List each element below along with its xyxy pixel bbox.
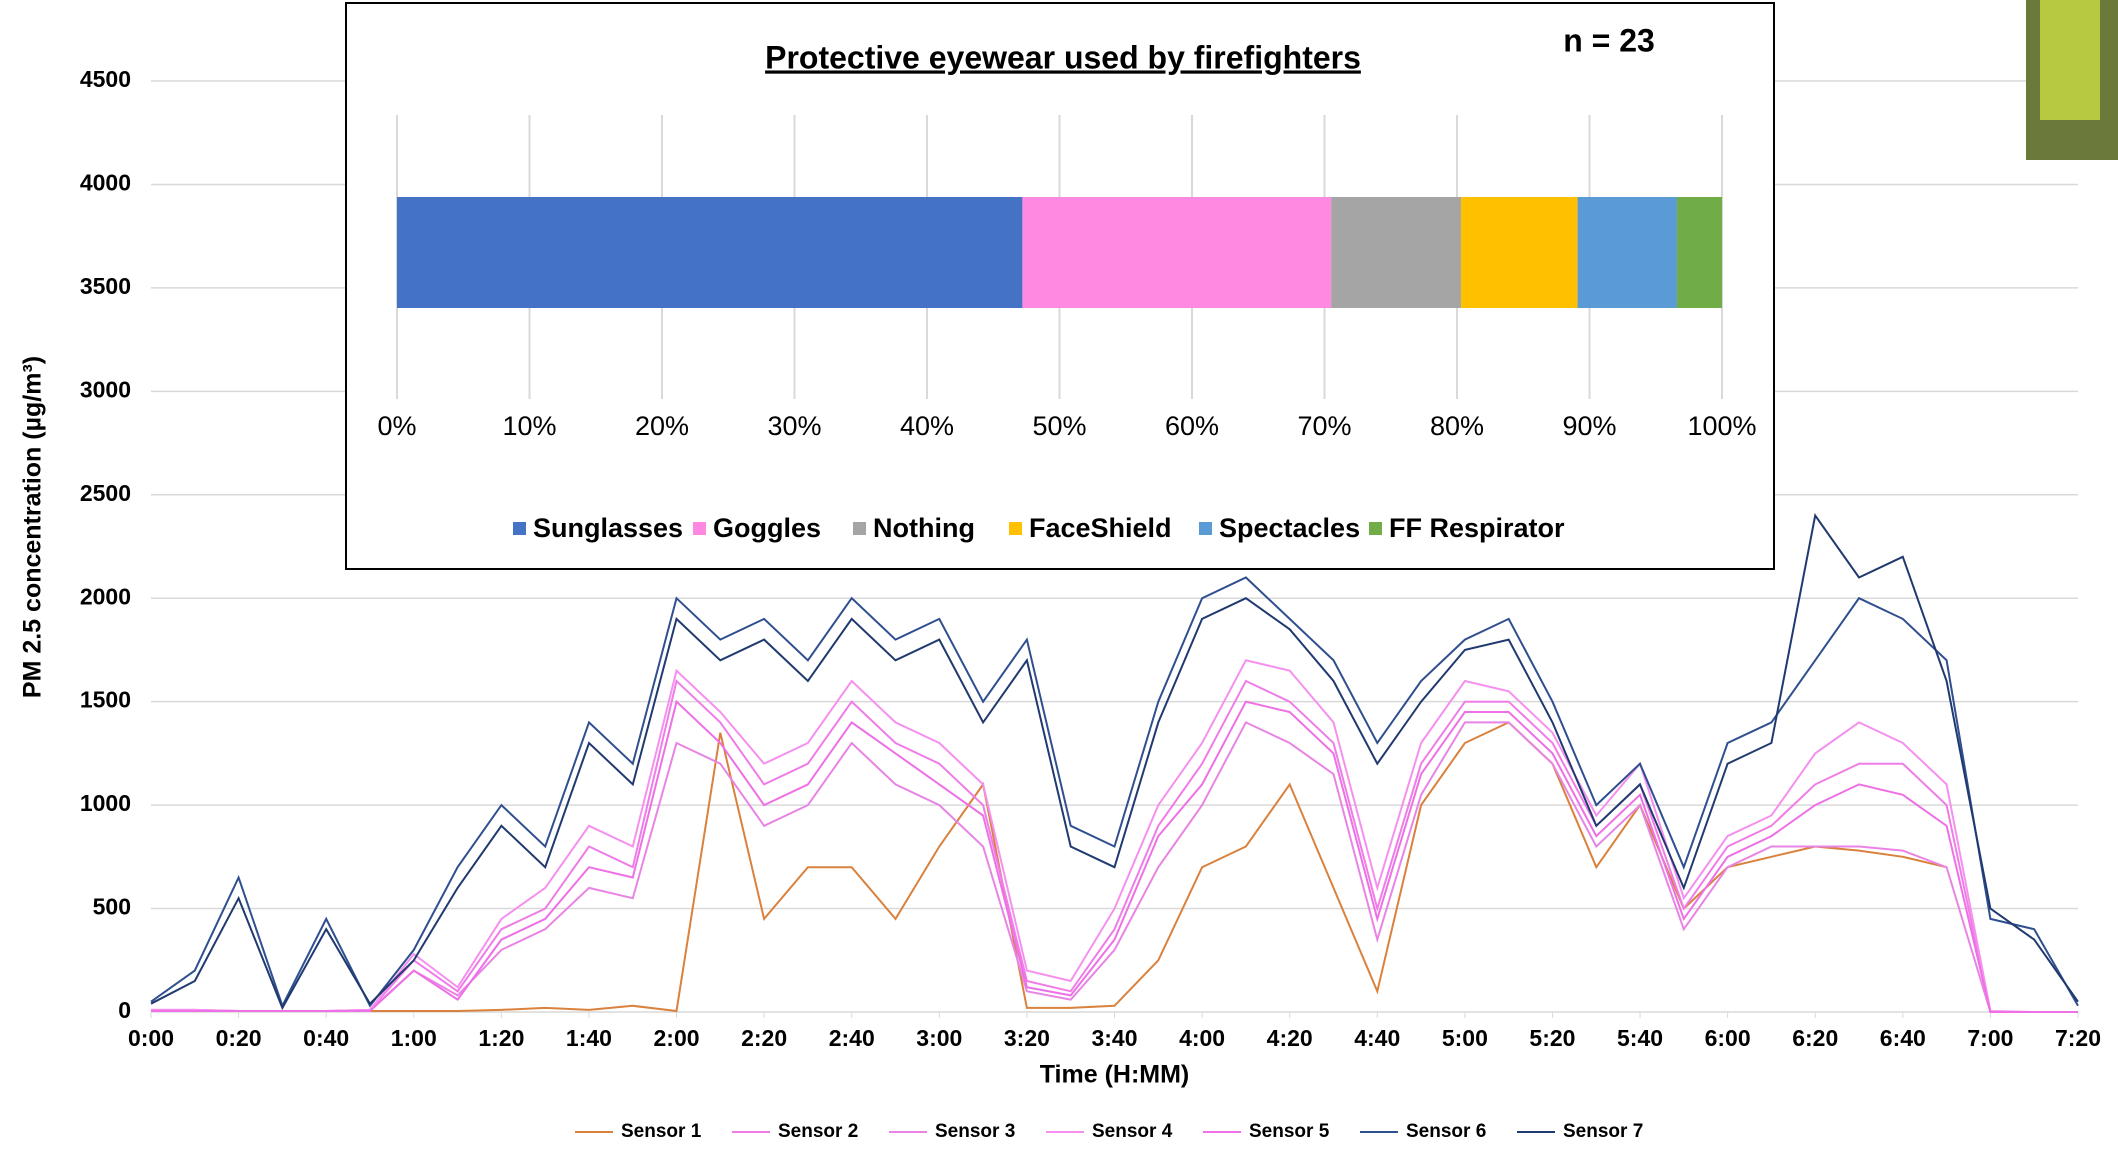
legend-swatch <box>1009 522 1022 535</box>
x-tick-label: 3:00 <box>916 1025 962 1051</box>
inset-chart: Protective eyewear used by firefighters … <box>345 2 1775 570</box>
bar-segment <box>1460 197 1578 308</box>
x-tick-label: 60% <box>1165 411 1219 441</box>
x-tick-label: 5:40 <box>1617 1025 1663 1051</box>
x-tick-label: 70% <box>1297 411 1351 441</box>
x-tick-label: 4:40 <box>1354 1025 1400 1051</box>
legend-label: Sensor 6 <box>1406 1121 1486 1142</box>
x-tick-label: 6:20 <box>1792 1025 1838 1051</box>
x-tick-label: 3:20 <box>1004 1025 1050 1051</box>
series-line <box>150 576 2079 1009</box>
legend-label: Sensor 2 <box>778 1121 858 1142</box>
y-tick-label: 500 <box>93 894 131 920</box>
series-line <box>151 699 2078 1013</box>
x-tick-label: 0:00 <box>128 1025 174 1051</box>
legend-label: Sensor 1 <box>621 1121 702 1142</box>
legend-label: Spectacles <box>1219 513 1360 543</box>
x-tick-label: 0:40 <box>303 1025 349 1051</box>
series-line <box>151 659 2078 1013</box>
x-tick-label: 7:00 <box>1967 1025 2013 1051</box>
bar-segment <box>1577 197 1677 308</box>
legend-label: Nothing <box>873 513 975 543</box>
x-tick-label: 20% <box>635 411 689 441</box>
inset-title: Protective eyewear used by firefighters <box>765 39 1361 75</box>
legend-label: FaceShield <box>1029 513 1172 543</box>
y-tick-label: 0 <box>118 997 131 1023</box>
x-tick-label: 6:00 <box>1705 1025 1751 1051</box>
x-tick-label: 90% <box>1562 411 1616 441</box>
y-axis-label: PM 2.5 concentration (µg/m³) <box>19 356 47 698</box>
legend-label: Goggles <box>713 513 821 543</box>
legend-label: Sunglasses <box>533 513 683 543</box>
y-tick-label: 4500 <box>80 66 131 92</box>
legend-swatch <box>853 522 866 535</box>
y-tick-label: 4000 <box>80 170 131 196</box>
y-tick-label: 3500 <box>80 273 131 299</box>
x-tick-label: 4:00 <box>1179 1025 1225 1051</box>
y-tick-label: 3000 <box>80 376 131 402</box>
y-tick-label: 1500 <box>80 687 131 713</box>
y-tick-label: 2000 <box>80 583 131 609</box>
legend-label: Sensor 7 <box>1563 1121 1643 1142</box>
bar-segment <box>1331 197 1461 308</box>
legend-swatch <box>693 522 706 535</box>
x-tick-label: 7:20 <box>2055 1025 2101 1051</box>
x-tick-label: 80% <box>1430 411 1484 441</box>
series-line <box>150 513 2079 1011</box>
legend-label: Sensor 5 <box>1249 1121 1330 1142</box>
x-tick-label: 2:00 <box>654 1025 700 1051</box>
x-tick-label: 30% <box>767 411 821 441</box>
x-tick-label: 0:20 <box>216 1025 262 1051</box>
legend-swatch <box>1199 522 1212 535</box>
series-line <box>151 679 2078 1013</box>
x-tick-label: 3:40 <box>1091 1025 1137 1051</box>
x-tick-label: 10% <box>502 411 556 441</box>
legend-swatch <box>513 522 526 535</box>
x-tick-label: 5:00 <box>1442 1025 1488 1051</box>
x-tick-label: 40% <box>900 411 954 441</box>
x-tick-label: 100% <box>1687 411 1756 441</box>
x-tick-label: 1:00 <box>391 1025 437 1051</box>
y-tick-label: 1000 <box>80 790 131 816</box>
x-tick-label: 1:40 <box>566 1025 612 1051</box>
x-tick-label: 0% <box>377 411 416 441</box>
legend-label: Sensor 3 <box>935 1121 1015 1142</box>
photo-jacket <box>2040 0 2100 120</box>
x-tick-label: 50% <box>1032 411 1086 441</box>
x-tick-label: 5:20 <box>1529 1025 1575 1051</box>
series-line <box>151 721 1947 1013</box>
x-tick-label: 4:20 <box>1267 1025 1313 1051</box>
legend-label: FF Respirator <box>1389 513 1565 543</box>
bar-segment <box>1676 197 1722 308</box>
bar-segment <box>397 197 1023 308</box>
legend-label: Sensor 4 <box>1092 1121 1173 1142</box>
x-tick-label: 2:40 <box>829 1025 875 1051</box>
annotation: n = 23 <box>1563 22 1655 58</box>
bar-segment <box>1022 197 1332 308</box>
x-tick-label: 2:20 <box>741 1025 787 1051</box>
y-tick-label: 2500 <box>80 480 131 506</box>
legend-swatch <box>1369 522 1382 535</box>
x-axis-label: Time (H:MM) <box>1040 1061 1190 1089</box>
x-tick-label: 1:20 <box>478 1025 524 1051</box>
x-tick-label: 6:40 <box>1880 1025 1926 1051</box>
